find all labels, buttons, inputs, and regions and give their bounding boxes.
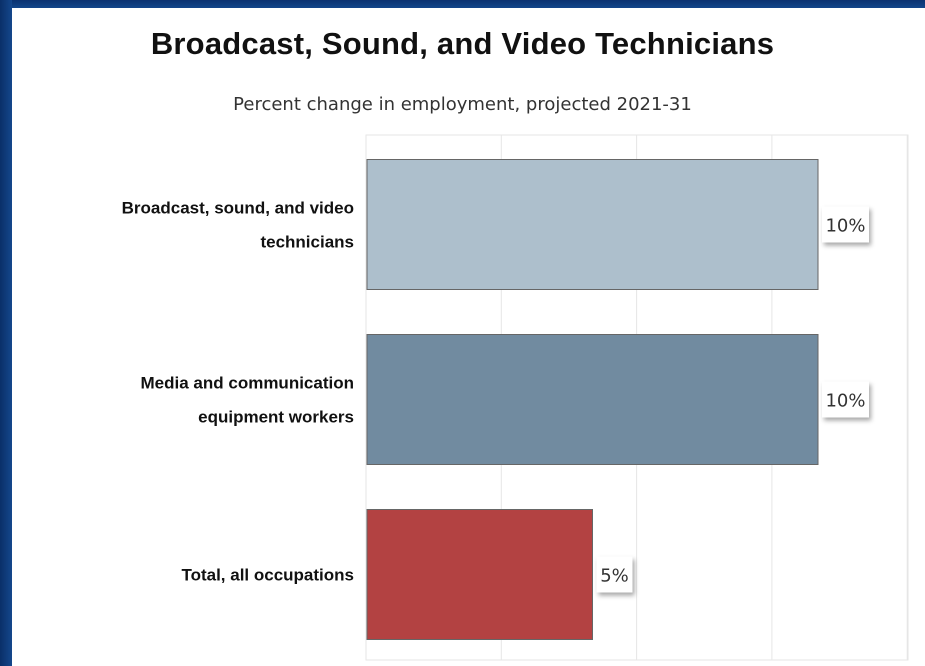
category-labels: Broadcast, sound, and video technicians Me… <box>122 199 354 585</box>
value-label-box <box>596 556 633 593</box>
bar <box>366 334 819 465</box>
bar <box>366 509 593 640</box>
value-label-box <box>822 381 869 418</box>
window-frame-left <box>0 0 12 666</box>
bars <box>366 159 819 640</box>
value-label: 10% <box>822 206 869 243</box>
chart-subtitle: Percent change in employment, projected … <box>233 94 692 115</box>
window-frame-top <box>0 0 925 8</box>
category-label: equipment workers <box>198 408 354 427</box>
value-label-box <box>822 206 869 243</box>
category-label: Total, all occupations <box>181 566 354 585</box>
value-label-text: 5% <box>600 566 629 587</box>
value-label: 10% <box>822 381 869 418</box>
chart-panel: Broadcast, Sound, and Video Technicians … <box>12 8 925 666</box>
category-label: technicians <box>260 233 354 252</box>
category-label: Media and communication <box>141 374 354 393</box>
value-label-text: 10% <box>825 216 865 237</box>
value-label: 5% <box>596 556 633 593</box>
value-label-text: 10% <box>825 391 865 412</box>
chart-title: Broadcast, Sound, and Video Technicians <box>150 26 775 61</box>
bar <box>366 159 819 290</box>
value-labels: 10% 10% 5% <box>596 206 869 593</box>
category-label: Broadcast, sound, and video <box>122 199 354 218</box>
